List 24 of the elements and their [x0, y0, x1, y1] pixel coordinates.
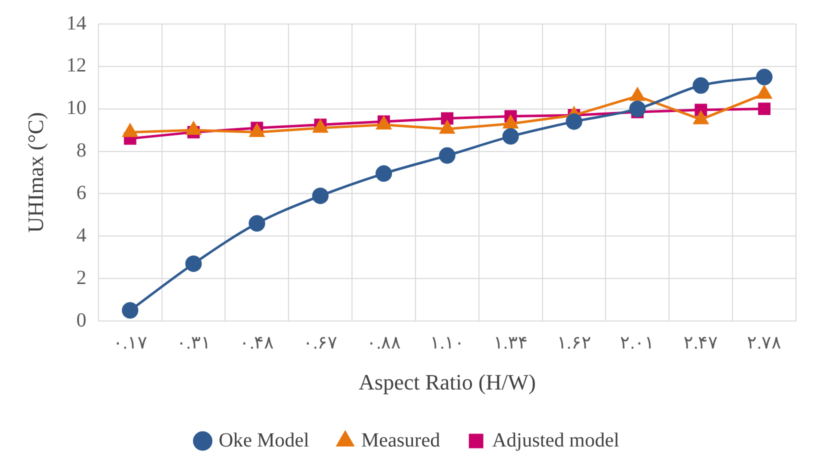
y-tick-label: 10 — [66, 97, 86, 120]
y-tick-label: 2 — [76, 266, 86, 289]
y-tick-label: 0 — [76, 309, 86, 332]
x-tick-label: ۲.۴۷ — [684, 332, 718, 353]
y-tick-label: 4 — [76, 224, 86, 246]
x-tick-label: ۲.۰۱ — [620, 332, 655, 353]
y-tick-label: 6 — [76, 182, 86, 204]
x-tick-label: ۱.۱۰ — [430, 332, 464, 353]
x-tick-label: ۰.۶۷ — [303, 332, 338, 353]
y-tick-label: 8 — [76, 140, 86, 162]
legend-label: Oke Model — [218, 429, 310, 452]
legend-label: Adjusted model — [492, 429, 620, 452]
x-tick-label: ۰.۱۷ — [112, 332, 148, 353]
y-tick-label: 12 — [66, 54, 86, 77]
x-tick-label: ۰.۴۸ — [240, 332, 274, 353]
legend-label: Measured — [361, 429, 440, 452]
y-tick-label: 14 — [66, 12, 86, 34]
x-tick-label: ۱.۶۲ — [556, 332, 592, 353]
x-tick-label: ۲.۷۸ — [747, 332, 782, 353]
x-tick-label: ۰.۸۸ — [366, 332, 402, 353]
x-tick-label: ۱.۳۴ — [493, 332, 528, 353]
y-axis-title: UHImax (°C) — [22, 112, 48, 233]
x-tick-label: ۰.۳۱ — [176, 332, 211, 353]
x-axis-title: Aspect Ratio (H/W) — [358, 370, 536, 395]
